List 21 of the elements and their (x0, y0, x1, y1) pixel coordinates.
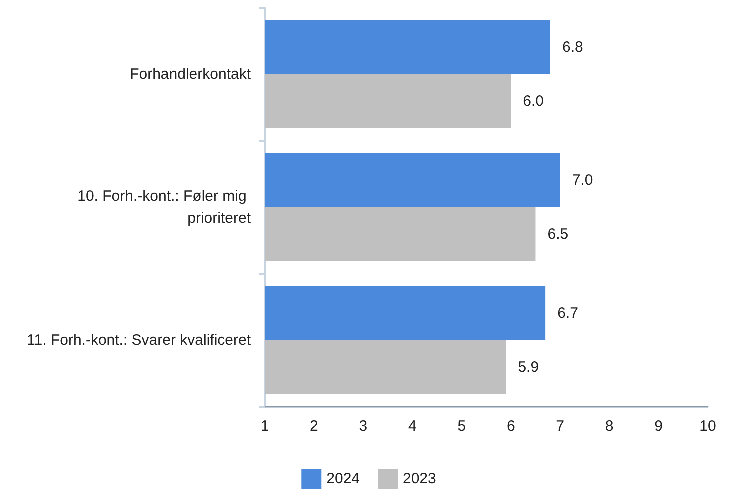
data-label: 6.5 (548, 226, 569, 243)
x-tick-label: 2 (310, 418, 318, 435)
data-label: 6.7 (558, 305, 578, 322)
x-tick-label: 7 (556, 418, 565, 435)
y-tick-label: Forhandlerkontakt (130, 66, 252, 83)
data-label: 7.0 (572, 172, 594, 189)
x-tick-label: 4 (408, 418, 417, 435)
data-label: 6.8 (562, 39, 584, 56)
x-tick-label: 6 (506, 418, 516, 435)
y-tick-label: 11. Forh.-kont.: Svarer kvalificeret (27, 332, 252, 349)
legend-label: 2023 (403, 470, 436, 488)
x-tick-label: 9 (654, 418, 663, 435)
legend-label: 2024 (326, 470, 360, 488)
x-tick-label: 3 (359, 418, 368, 435)
data-label: 5.9 (518, 359, 540, 376)
x-tick-label: 5 (458, 418, 466, 435)
x-tick-label: 10 (700, 418, 716, 435)
x-tick-label: 8 (605, 418, 614, 435)
data-label: 6.0 (523, 93, 544, 110)
y-tick-label: 10. Forh.-kont.: Føler mig prioriteret (78, 188, 252, 227)
x-tick-label: 1 (260, 418, 270, 435)
